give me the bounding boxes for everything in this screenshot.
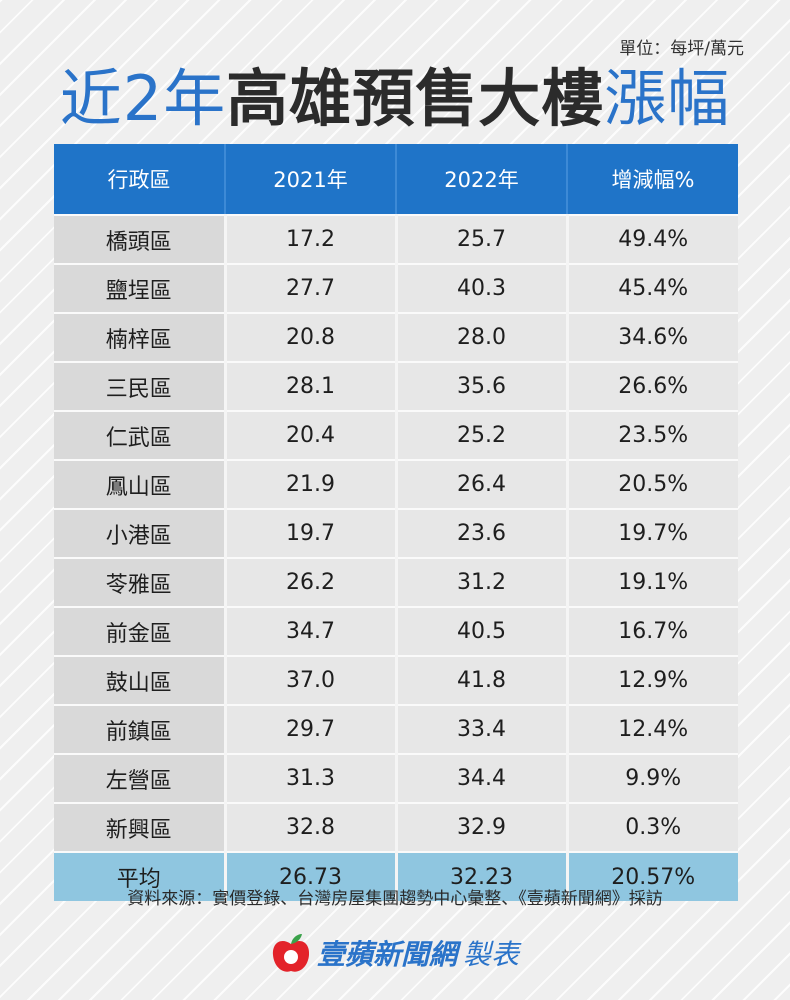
district-cell: 小港區 [54, 508, 225, 558]
change-percent-cell: 19.7% [565, 508, 738, 558]
price-2021-cell: 27.7 [223, 263, 396, 313]
price-table: 行政區 2021年 2022年 增減幅% 橋頭區 17.2 25.7 49.4% 鹽埕區… [54, 144, 738, 901]
district-cell: 楠梓區 [54, 312, 225, 362]
table-row: 橋頭區 17.2 25.7 49.4% [54, 214, 738, 264]
table-row: 前鎮區 29.7 33.4 12.4% [54, 704, 738, 754]
price-2021-cell: 21.9 [223, 459, 396, 509]
change-percent-cell: 16.7% [565, 606, 738, 656]
price-2021-cell: 20.4 [223, 410, 396, 460]
table-row: 左營區 31.3 34.4 9.9% [54, 753, 738, 803]
change-percent-cell: 9.9% [565, 753, 738, 803]
table-header-row: 行政區 2021年 2022年 增減幅% [54, 144, 738, 215]
price-2021-cell: 34.7 [223, 606, 396, 656]
change-percent-cell: 12.9% [565, 655, 738, 705]
price-2022-cell: 25.7 [394, 214, 567, 264]
average-value-cell: 26.73 [223, 851, 396, 901]
district-cell: 鳳山區 [54, 459, 225, 509]
table-row: 鹽埕區 27.7 40.3 45.4% [54, 263, 738, 313]
average-row: 平均 26.73 32.23 20.57% [54, 851, 738, 901]
change-percent-cell: 12.4% [565, 704, 738, 754]
column-header: 2021年 [224, 144, 396, 215]
table-body: 橋頭區 17.2 25.7 49.4% 鹽埕區 27.7 40.3 45.4% 楠梓區 20.8 2… [54, 214, 738, 901]
price-2022-cell: 40.3 [394, 263, 567, 313]
district-cell: 仁武區 [54, 410, 225, 460]
price-2021-cell: 31.3 [223, 753, 396, 803]
price-2022-cell: 41.8 [394, 655, 567, 705]
title-part-3: 漲幅 [604, 62, 731, 135]
table-row: 小港區 19.7 23.6 19.7% [54, 508, 738, 558]
table-row: 三民區 28.1 35.6 26.6% [54, 361, 738, 411]
district-cell: 前鎮區 [54, 704, 225, 754]
change-percent-cell: 23.5% [565, 410, 738, 460]
table-row: 鼓山區 37.0 41.8 12.9% [54, 655, 738, 705]
brand-logo: 壹蘋新聞網 製表 [0, 928, 790, 978]
price-2022-cell: 34.4 [394, 753, 567, 803]
column-header: 行政區 [54, 144, 225, 215]
change-percent-cell: 26.6% [565, 361, 738, 411]
change-percent-cell: 49.4% [565, 214, 738, 264]
price-2022-cell: 28.0 [394, 312, 567, 362]
price-2022-cell: 26.4 [394, 459, 567, 509]
price-2021-cell: 29.7 [223, 704, 396, 754]
price-2021-cell: 32.8 [223, 802, 396, 852]
table-row: 新興區 32.8 32.9 0.3% [54, 802, 738, 852]
table-row: 苓雅區 26.2 31.2 19.1% [54, 557, 738, 607]
change-percent-cell: 45.4% [565, 263, 738, 313]
price-2022-cell: 40.5 [394, 606, 567, 656]
table-row: 前金區 34.7 40.5 16.7% [54, 606, 738, 656]
district-cell: 苓雅區 [54, 557, 225, 607]
price-2022-cell: 31.2 [394, 557, 567, 607]
price-2021-cell: 19.7 [223, 508, 396, 558]
table-row: 鳳山區 21.9 26.4 20.5% [54, 459, 738, 509]
district-cell: 左營區 [54, 753, 225, 803]
price-2021-cell: 37.0 [223, 655, 396, 705]
district-cell: 新興區 [54, 802, 225, 852]
price-2022-cell: 32.9 [394, 802, 567, 852]
district-cell: 鹽埕區 [54, 263, 225, 313]
price-2021-cell: 28.1 [223, 361, 396, 411]
price-2022-cell: 35.6 [394, 361, 567, 411]
average-label-cell: 平均 [54, 851, 225, 901]
price-2021-cell: 26.2 [223, 557, 396, 607]
change-percent-cell: 0.3% [565, 802, 738, 852]
brand-name: 壹蘋新聞網 [316, 938, 457, 971]
average-value-cell: 20.57% [565, 851, 738, 901]
district-cell: 橋頭區 [54, 214, 225, 264]
price-2022-cell: 33.4 [394, 704, 567, 754]
title-part-2: 高雄預售大樓 [226, 62, 605, 135]
district-cell: 鼓山區 [54, 655, 225, 705]
price-2021-cell: 17.2 [223, 214, 396, 264]
title-part-1: 近2年 [59, 62, 227, 135]
apple-icon [272, 934, 310, 972]
source-note: 資料來源：實價登錄、台灣房屋集團趨勢中心彙整、《壹蘋新聞網》採訪 [127, 889, 663, 909]
district-cell: 三民區 [54, 361, 225, 411]
unit-note: 單位：每坪/萬元 [619, 39, 744, 59]
column-header: 2022年 [395, 144, 567, 215]
table-row: 楠梓區 20.8 28.0 34.6% [54, 312, 738, 362]
price-2022-cell: 25.2 [394, 410, 567, 460]
change-percent-cell: 20.5% [565, 459, 738, 509]
brand-suffix: 製表 [463, 938, 520, 971]
table-row: 仁武區 20.4 25.2 23.5% [54, 410, 738, 460]
change-percent-cell: 19.1% [565, 557, 738, 607]
average-value-cell: 32.23 [394, 851, 567, 901]
page-title: 近2年高雄預售大樓漲幅 [0, 54, 790, 144]
price-2021-cell: 20.8 [223, 312, 396, 362]
column-header: 增減幅% [566, 144, 738, 215]
price-2022-cell: 23.6 [394, 508, 567, 558]
district-cell: 前金區 [54, 606, 225, 656]
change-percent-cell: 34.6% [565, 312, 738, 362]
